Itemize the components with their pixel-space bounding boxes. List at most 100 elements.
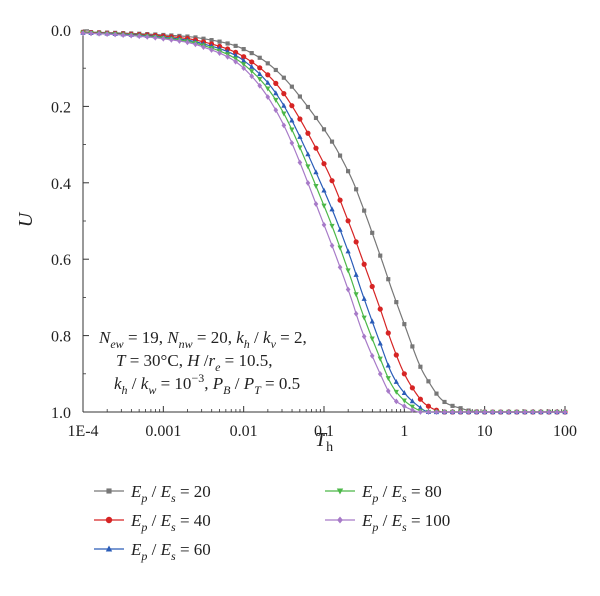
data-point <box>144 34 150 40</box>
data-point <box>273 107 279 114</box>
data-point <box>249 51 254 56</box>
legend-item: Ep / Es = 20 <box>94 482 211 505</box>
data-point <box>378 253 383 258</box>
data-point <box>241 47 246 52</box>
data-point <box>346 169 351 174</box>
legend-item: Ep / Es = 40 <box>94 511 211 534</box>
series-layer <box>80 29 568 415</box>
x-tick-label: 100 <box>553 423 577 440</box>
data-point <box>305 180 311 186</box>
data-point <box>305 164 311 170</box>
data-point <box>337 516 343 524</box>
data-point <box>402 322 407 327</box>
data-point <box>313 201 319 207</box>
data-point <box>362 208 367 213</box>
data-point <box>458 406 463 411</box>
annotation-line-1: New = 19, Nnw = 20, kh / kv = 2, <box>98 328 307 351</box>
legend-label: Ep / Es = 100 <box>361 511 450 534</box>
data-point <box>418 364 423 369</box>
data-point <box>418 409 423 415</box>
data-point <box>273 80 279 86</box>
data-point <box>241 57 247 63</box>
data-point <box>409 385 415 391</box>
data-point <box>273 90 279 96</box>
data-point <box>417 396 423 402</box>
y-tick-label: 0.6 <box>51 252 71 269</box>
data-point <box>345 218 351 224</box>
data-point <box>377 356 383 362</box>
data-point <box>225 54 230 60</box>
data-point <box>410 407 415 413</box>
data-point <box>361 295 367 301</box>
data-point <box>233 58 238 65</box>
legend-item: Ep / Es = 60 <box>94 540 211 563</box>
data-point <box>106 488 112 494</box>
x-tick-label: 1E-4 <box>67 423 98 440</box>
data-point <box>233 52 239 58</box>
data-point <box>369 336 375 342</box>
data-point <box>265 79 271 85</box>
data-point <box>193 41 198 48</box>
data-point <box>554 409 560 415</box>
data-point <box>394 300 399 305</box>
data-point <box>401 403 407 410</box>
data-point <box>361 333 367 340</box>
data-point <box>409 404 415 410</box>
data-point <box>474 409 479 415</box>
legend-label: Ep / Es = 80 <box>361 482 442 505</box>
data-point <box>336 488 344 495</box>
data-point <box>289 140 295 146</box>
data-point <box>409 398 415 404</box>
data-point <box>329 206 335 212</box>
data-point <box>249 73 255 80</box>
data-point <box>506 409 512 415</box>
data-point <box>136 33 142 40</box>
data-point <box>329 178 335 184</box>
data-point <box>233 49 239 55</box>
data-point <box>217 50 222 56</box>
data-point <box>321 187 327 193</box>
data-point <box>385 388 391 394</box>
data-point <box>241 62 247 68</box>
data-point <box>257 82 263 89</box>
legend-label: Ep / Es = 60 <box>130 540 211 563</box>
data-point <box>297 159 303 166</box>
data-point <box>225 41 230 46</box>
data-point <box>434 409 439 415</box>
data-point <box>249 59 255 65</box>
data-point <box>289 117 295 123</box>
data-point <box>233 43 238 48</box>
x-tick-label: 0.1 <box>314 423 334 440</box>
data-point <box>289 127 295 133</box>
annotation: New = 19, Nnw = 20, kh / kv = 2, T = 30°… <box>98 328 307 397</box>
y-axis: 0.0 0.2 0.4 0.6 0.8 1.0 <box>51 23 89 422</box>
data-point <box>249 63 255 69</box>
data-point <box>386 277 391 282</box>
data-point <box>329 242 335 249</box>
data-point <box>321 221 327 228</box>
data-point <box>297 116 303 122</box>
data-point <box>160 35 166 42</box>
annotation-line-2: T = 30°C, H /re = 10.5, <box>116 351 273 374</box>
data-point <box>281 91 287 97</box>
y-tick-label: 0.0 <box>51 23 71 40</box>
data-point <box>169 37 174 43</box>
data-point <box>289 84 294 89</box>
data-point <box>393 389 399 395</box>
data-point <box>425 403 432 409</box>
legend: Ep / Es = 20 Ep / Es = 40 Ep / Es = 60 Ep /… <box>94 482 450 563</box>
data-point <box>377 340 383 346</box>
data-point <box>305 151 311 157</box>
data-point <box>377 371 383 377</box>
data-point <box>112 31 118 38</box>
data-point <box>329 223 335 229</box>
data-point <box>538 409 544 415</box>
data-point <box>209 38 214 43</box>
data-point <box>482 409 488 415</box>
data-point <box>337 197 343 203</box>
data-point <box>353 239 359 245</box>
data-point <box>217 39 222 44</box>
data-point <box>241 65 247 72</box>
annotation-line-3: kh / kw = 10−3, PB / PT = 0.5 <box>114 371 300 397</box>
